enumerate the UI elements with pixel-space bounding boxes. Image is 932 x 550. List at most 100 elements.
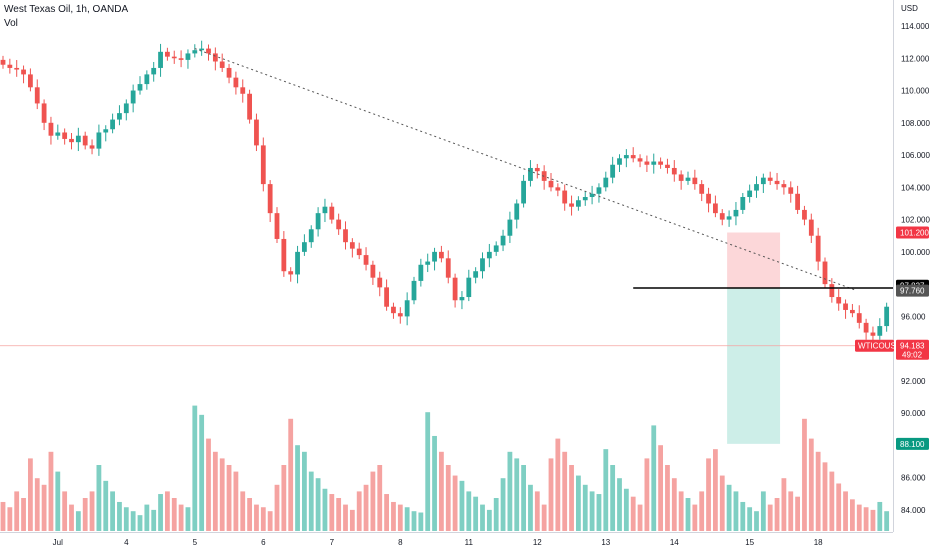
candle-body [117, 113, 122, 120]
candle-body [528, 167, 533, 181]
candle-body [562, 190, 568, 204]
last-price-label: 94.183 [900, 342, 925, 351]
volume-bar [233, 471, 239, 531]
volume-bar [808, 438, 814, 531]
volume-bar [637, 504, 643, 531]
volume-bar [713, 449, 718, 531]
candle-body [500, 235, 506, 246]
volume-bar [212, 451, 218, 531]
candle-body [480, 258, 485, 272]
candle-body [514, 203, 520, 220]
candle-body [14, 67, 20, 70]
price-tag-label: 97.760 [900, 287, 925, 296]
candle-body [671, 167, 677, 175]
candle-body [836, 297, 842, 304]
volume-bar [69, 504, 74, 531]
candle-body [55, 132, 61, 136]
candle-body [226, 67, 232, 78]
volume-bar [521, 465, 526, 531]
volume-bar [397, 504, 403, 531]
volume-bar [651, 425, 657, 531]
stop-loss-zone[interactable] [727, 232, 781, 289]
candle-body [82, 135, 88, 146]
candle-body [439, 251, 444, 259]
candle-body [233, 77, 239, 88]
candle-body [28, 74, 33, 88]
candle-body [623, 155, 629, 159]
volume-bar [418, 512, 424, 531]
volume-bar [850, 499, 855, 531]
volume-bar [877, 501, 883, 531]
candle-body [363, 255, 369, 265]
volume-bar [62, 491, 68, 531]
candle-body [404, 300, 410, 317]
volume-bar [356, 491, 362, 531]
take-profit-zone[interactable] [727, 288, 781, 444]
candle-body [151, 67, 157, 75]
candle-body [788, 187, 794, 194]
candle-body [644, 161, 650, 165]
candle-body [473, 271, 479, 278]
x-tick-label: 8 [398, 538, 403, 547]
y-tick-label: 90.000 [901, 409, 926, 418]
candle-body [425, 261, 431, 265]
volume-label: Vol [4, 18, 18, 29]
candle-body [144, 74, 150, 85]
candle-body [699, 184, 705, 194]
volume-bar [815, 451, 821, 531]
y-tick-label: 108.000 [901, 119, 930, 128]
volume-bar [534, 491, 540, 531]
volume-bar [719, 475, 725, 531]
volume-bar [260, 507, 266, 531]
volume-bar [82, 498, 88, 531]
price-tag-label: 88.100 [900, 440, 925, 449]
volume-bar [377, 465, 383, 531]
candle-body [89, 145, 95, 149]
volume-bar [96, 465, 102, 531]
candle-body [795, 193, 800, 210]
volume-bar [411, 511, 417, 531]
volume-bar [226, 465, 232, 531]
volume-bar [603, 449, 609, 531]
candle-body [219, 61, 225, 68]
volume-bar [582, 484, 588, 531]
volume-bar [548, 458, 554, 531]
volume-bar [555, 438, 561, 531]
candle-body [740, 197, 746, 210]
candle-body [582, 197, 588, 201]
countdown-label: 49:02 [902, 351, 923, 360]
volume-bar [21, 498, 26, 531]
candle-body [315, 213, 321, 230]
candle-body [7, 64, 13, 68]
candle-body [240, 87, 246, 94]
x-tick-label: 14 [670, 538, 679, 547]
volume-bar [589, 491, 595, 531]
volume-bar [754, 511, 759, 531]
candle-body [815, 235, 821, 262]
volume-bar [795, 496, 800, 531]
candle-body [706, 193, 711, 204]
volume-bar [439, 451, 444, 531]
volume-bar [0, 501, 6, 531]
candle-body [48, 122, 54, 136]
candle-body [445, 258, 451, 278]
candle-body [507, 219, 513, 236]
candle-body [260, 145, 266, 185]
candle-body [21, 69, 26, 75]
candle-body [576, 200, 581, 207]
candle-body [603, 177, 609, 188]
volume-bar [110, 491, 115, 531]
candle-body [137, 84, 143, 91]
price-tag [896, 284, 929, 297]
volume-bar [343, 504, 348, 531]
candle-body [548, 180, 554, 188]
candle-body [850, 309, 855, 314]
candle-body [274, 213, 280, 239]
candle-body [610, 164, 616, 178]
y-tick-label: 102.000 [901, 216, 930, 225]
volume-bar [493, 498, 499, 531]
y-tick-label: 100.000 [901, 248, 930, 257]
volume-bar [178, 504, 184, 531]
candle-body [254, 119, 259, 146]
